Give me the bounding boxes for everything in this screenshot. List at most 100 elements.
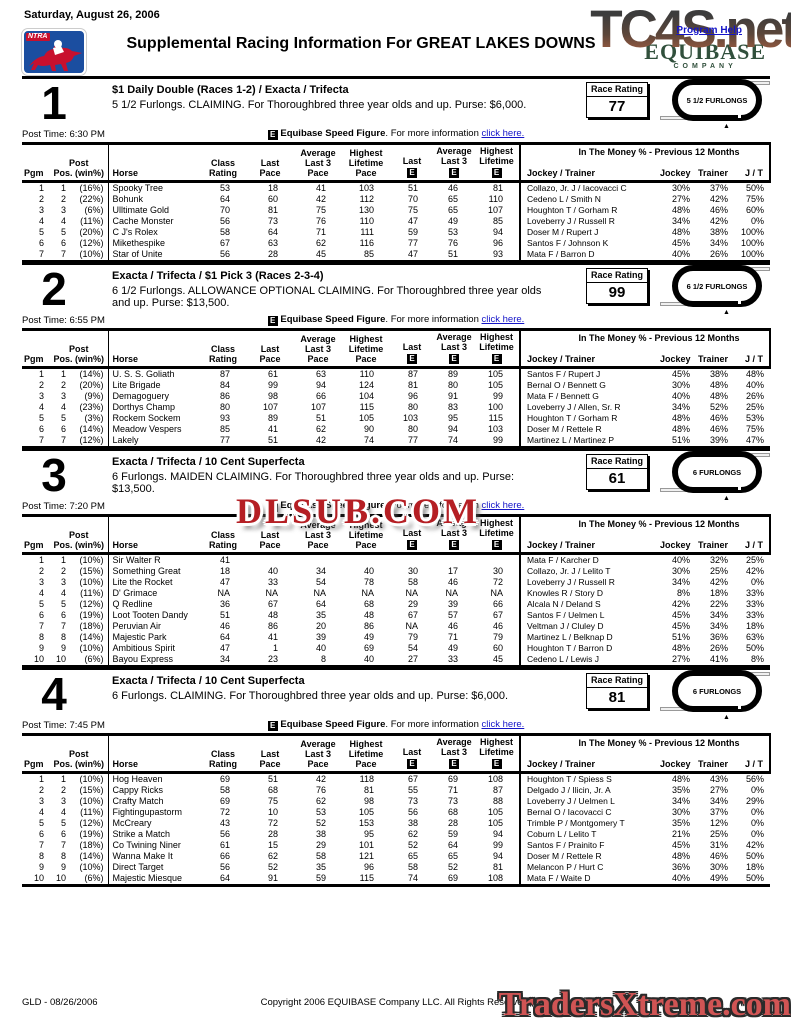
speed-figure-rest: . For more information <box>385 719 482 730</box>
win-pct-cell: (10%) <box>79 555 104 565</box>
post-pos-cell: 5 <box>60 413 66 423</box>
win-pct-cell: (10%) <box>79 796 104 806</box>
last-pace-cell: 15 <box>268 840 279 850</box>
last-e-cell: 62 <box>408 829 419 839</box>
horse-name-cell: Spooky Tree <box>107 181 201 194</box>
click-here-link[interactable]: click here. <box>481 128 525 139</box>
race-sections: 1 $1 Daily Double (Races 1-2) / Exacta /… <box>22 79 772 887</box>
avg-last3-e-cell: 68 <box>448 807 459 817</box>
horse-name-cell: Strike a Match <box>107 829 201 840</box>
col-header-last-pace: Last Pace <box>246 515 295 555</box>
last-pace-cell: 107 <box>262 402 279 412</box>
highest-lifetime-pace-cell: 104 <box>358 391 375 401</box>
trainer-pct-cell: 42% <box>710 194 729 204</box>
col-header-pgm: Pgm <box>22 329 50 369</box>
col-header-avg-last3-pace: Average Last 3 Pace <box>294 734 343 774</box>
last-e-cell: NA <box>405 621 419 631</box>
last-pace-cell: 1 <box>273 643 279 653</box>
click-here-link[interactable]: click here. <box>481 314 525 325</box>
track-oval-icon: 6 1/2 FURLONGS <box>672 265 762 307</box>
race-rating-value: 99 <box>608 284 626 301</box>
avg-last3-e-cell: 71 <box>448 632 459 642</box>
highest-lifetime-pace-cell: 115 <box>359 873 375 883</box>
col-header-jockey-trainer: Jockey / Trainer <box>519 347 659 369</box>
highest-lifetime-pace-cell: 110 <box>359 369 375 379</box>
post-pos-cell: 2 <box>60 380 66 390</box>
click-here-link[interactable]: click here. <box>481 500 525 511</box>
jockey-trainer-cell: Santos F / Prainito F <box>519 840 659 851</box>
pgm-cell: 1 <box>38 369 44 379</box>
tradersxtreme-watermark: TradersXtreme.com <box>498 986 791 1023</box>
program-help-link[interactable]: Program Help <box>676 25 742 36</box>
trainer-pct-cell: 22% <box>710 599 729 609</box>
jockey-trainer-cell: Houghton T / Gorham R <box>519 413 659 424</box>
last-e-cell: 38 <box>408 818 419 828</box>
jockey-trainer-cell: Houghton T / Spiess S <box>519 772 659 785</box>
track-start-dot <box>738 115 741 118</box>
jockey-pct-cell: 48% <box>672 227 691 237</box>
last-pace-cell: 72 <box>268 818 279 828</box>
track-oval-icon: 5 1/2 FURLONGS <box>672 79 762 121</box>
win-pct-cell: (14%) <box>79 632 104 642</box>
col-header-highest-lifetime-e: Highest Lifetime E <box>474 329 521 369</box>
post-pos-cell: 5 <box>60 818 66 828</box>
track-marker-icon: ▲ <box>723 309 730 316</box>
click-here-link[interactable]: click here. <box>481 719 525 730</box>
post-time-row: Post Time: 7:20 PM E Equibase Speed Figu… <box>22 498 770 514</box>
highest-lifetime-e-cell: 88 <box>493 796 504 806</box>
jt-pct-cell: 33% <box>746 588 765 598</box>
col-header-highest-lifetime-pace: Highest Lifetime Pace <box>342 143 391 183</box>
col-header-post-pos: Post Pos. (win%) <box>50 515 109 555</box>
race-table: Pgm Post Pos. (win%) Horse Class Rating … <box>22 514 772 668</box>
race-table: Pgm Post Pos. (win%) Horse Class Rating … <box>22 142 772 263</box>
race-rating-box: Race Rating 81 <box>586 673 648 709</box>
highest-lifetime-pace-cell: 101 <box>358 840 375 850</box>
trainer-pct-cell: 25% <box>710 566 729 576</box>
jt-pct-cell: 0% <box>751 785 765 795</box>
horse-name-cell: Co Twining Niner <box>107 840 201 851</box>
last-pace-cell: 86 <box>268 621 279 631</box>
post-pos-cell: 2 <box>60 194 66 204</box>
race-rating-box: Race Rating 77 <box>586 82 648 118</box>
highest-lifetime-e-cell: 108 <box>487 774 504 784</box>
last-e-cell: 74 <box>408 873 419 883</box>
horse-name-cell: Star of Unite <box>107 249 201 262</box>
last-e-cell: 77 <box>408 238 419 248</box>
highest-lifetime-e-cell: 81 <box>493 183 504 193</box>
col-header-pgm: Pgm <box>22 734 50 774</box>
avg-last3-pace-cell: 38 <box>316 829 327 839</box>
post-time: Post Time: 7:45 PM <box>22 720 105 731</box>
col-header-jt-pct: J / T <box>734 347 772 369</box>
avg-last3-e-cell <box>434 554 474 567</box>
avg-last3-pace-cell: 40 <box>316 643 327 653</box>
highest-lifetime-e-cell: 66 <box>493 599 504 609</box>
avg-last3-pace-cell: 62 <box>316 424 327 434</box>
pgm-cell: 9 <box>38 862 44 872</box>
speed-figure-e-icon: E <box>267 130 278 140</box>
jt-pct-cell: 100% <box>741 227 765 237</box>
horse-row: 5 5 (12%) Q Redline 36 67 64 68 29 39 66 Alcala N /… <box>22 599 770 610</box>
avg-last3-pace-cell: 64 <box>316 599 327 609</box>
horse-name-cell: Cappy Ricks <box>107 785 201 796</box>
class-rating-cell: 77 <box>220 435 231 445</box>
post-time-row: Post Time: 6:30 PM E Equibase Speed Figu… <box>22 126 770 142</box>
last-e-cell: 73 <box>408 796 419 806</box>
horse-name-cell: Ambitious Spirit <box>107 643 201 654</box>
horse-row: 7 7 (18%) Co Twining Niner 61 15 29 101 52 64 99 Sa… <box>22 840 770 851</box>
horse-name-cell: Lite the Rocket <box>107 577 201 588</box>
horse-row: 8 8 (14%) Majestic Park 64 41 39 49 79 71 79 Martin… <box>22 632 770 643</box>
last-e-cell: 103 <box>402 413 419 423</box>
jockey-trainer-cell: Doser M / Rettele R <box>519 424 659 435</box>
avg-last3-e-cell: 51 <box>448 249 459 259</box>
pgm-cell: 5 <box>38 599 44 609</box>
highest-lifetime-e-cell: 96 <box>493 238 504 248</box>
jockey-pct-cell: 40% <box>672 391 691 401</box>
pgm-cell: 1 <box>38 555 44 565</box>
last-pace-cell: 91 <box>268 873 279 883</box>
horse-row: 10 10 (6%) Bayou Express 34 23 8 40 27 33 45 Cedeno… <box>22 654 770 667</box>
in-the-money-header: In The Money % - Previous 12 Months <box>519 329 772 348</box>
avg-last3-e-cell: 80 <box>448 380 459 390</box>
jt-pct-cell: 8% <box>751 654 765 664</box>
trainer-pct-cell: 36% <box>710 632 729 642</box>
